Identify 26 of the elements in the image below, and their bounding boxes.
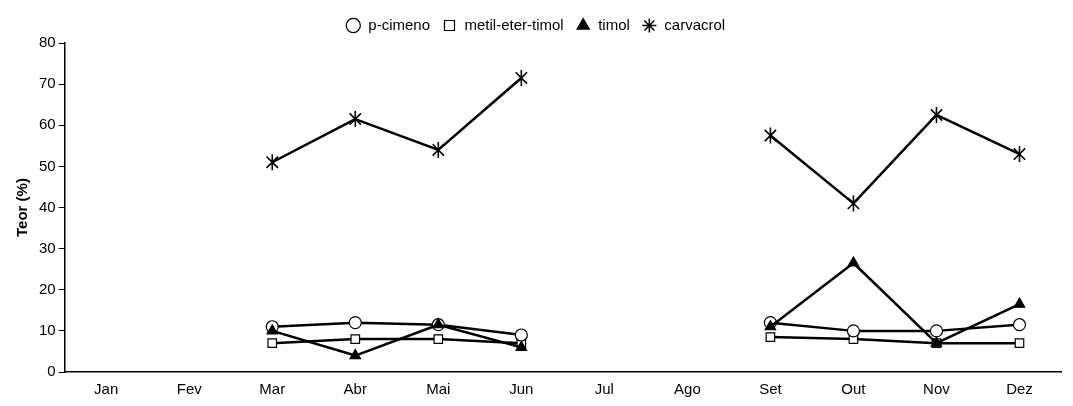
y-tick-label: 20 [39, 279, 56, 297]
x-tick-label: Jul [594, 380, 614, 398]
y-tick-label: 10 [39, 321, 56, 339]
x-tick-label: Mar [259, 380, 286, 398]
y-tick-label: 40 [39, 197, 56, 215]
y-tick-label: 50 [39, 156, 56, 174]
x-tick-label: Ago [674, 380, 701, 398]
y-axis-title: Teor (%) [13, 178, 31, 237]
y-tick-label: 70 [39, 74, 56, 92]
y-tick-label: 60 [39, 115, 56, 133]
x-tick-label: Out [841, 380, 867, 398]
legend-label: metil-eter-timol [464, 15, 564, 33]
legend-label: carvacrol [664, 15, 726, 33]
legend-label: p-cimeno [368, 15, 431, 33]
x-tick-label: Nov [923, 380, 951, 398]
x-tick-label: Dez [1006, 380, 1033, 398]
y-tick-label: 0 [47, 362, 56, 380]
x-tick-label: Mai [426, 380, 451, 398]
x-tick-label: Set [759, 380, 783, 398]
y-tick-label: 80 [39, 33, 56, 51]
x-tick-label: Jun [509, 380, 534, 398]
x-tick-label: Jan [94, 380, 119, 398]
x-tick-label: Abr [343, 380, 367, 398]
x-tick-label: Fev [176, 380, 203, 398]
legend-label: timol [598, 15, 630, 33]
y-tick-label: 30 [39, 238, 56, 256]
